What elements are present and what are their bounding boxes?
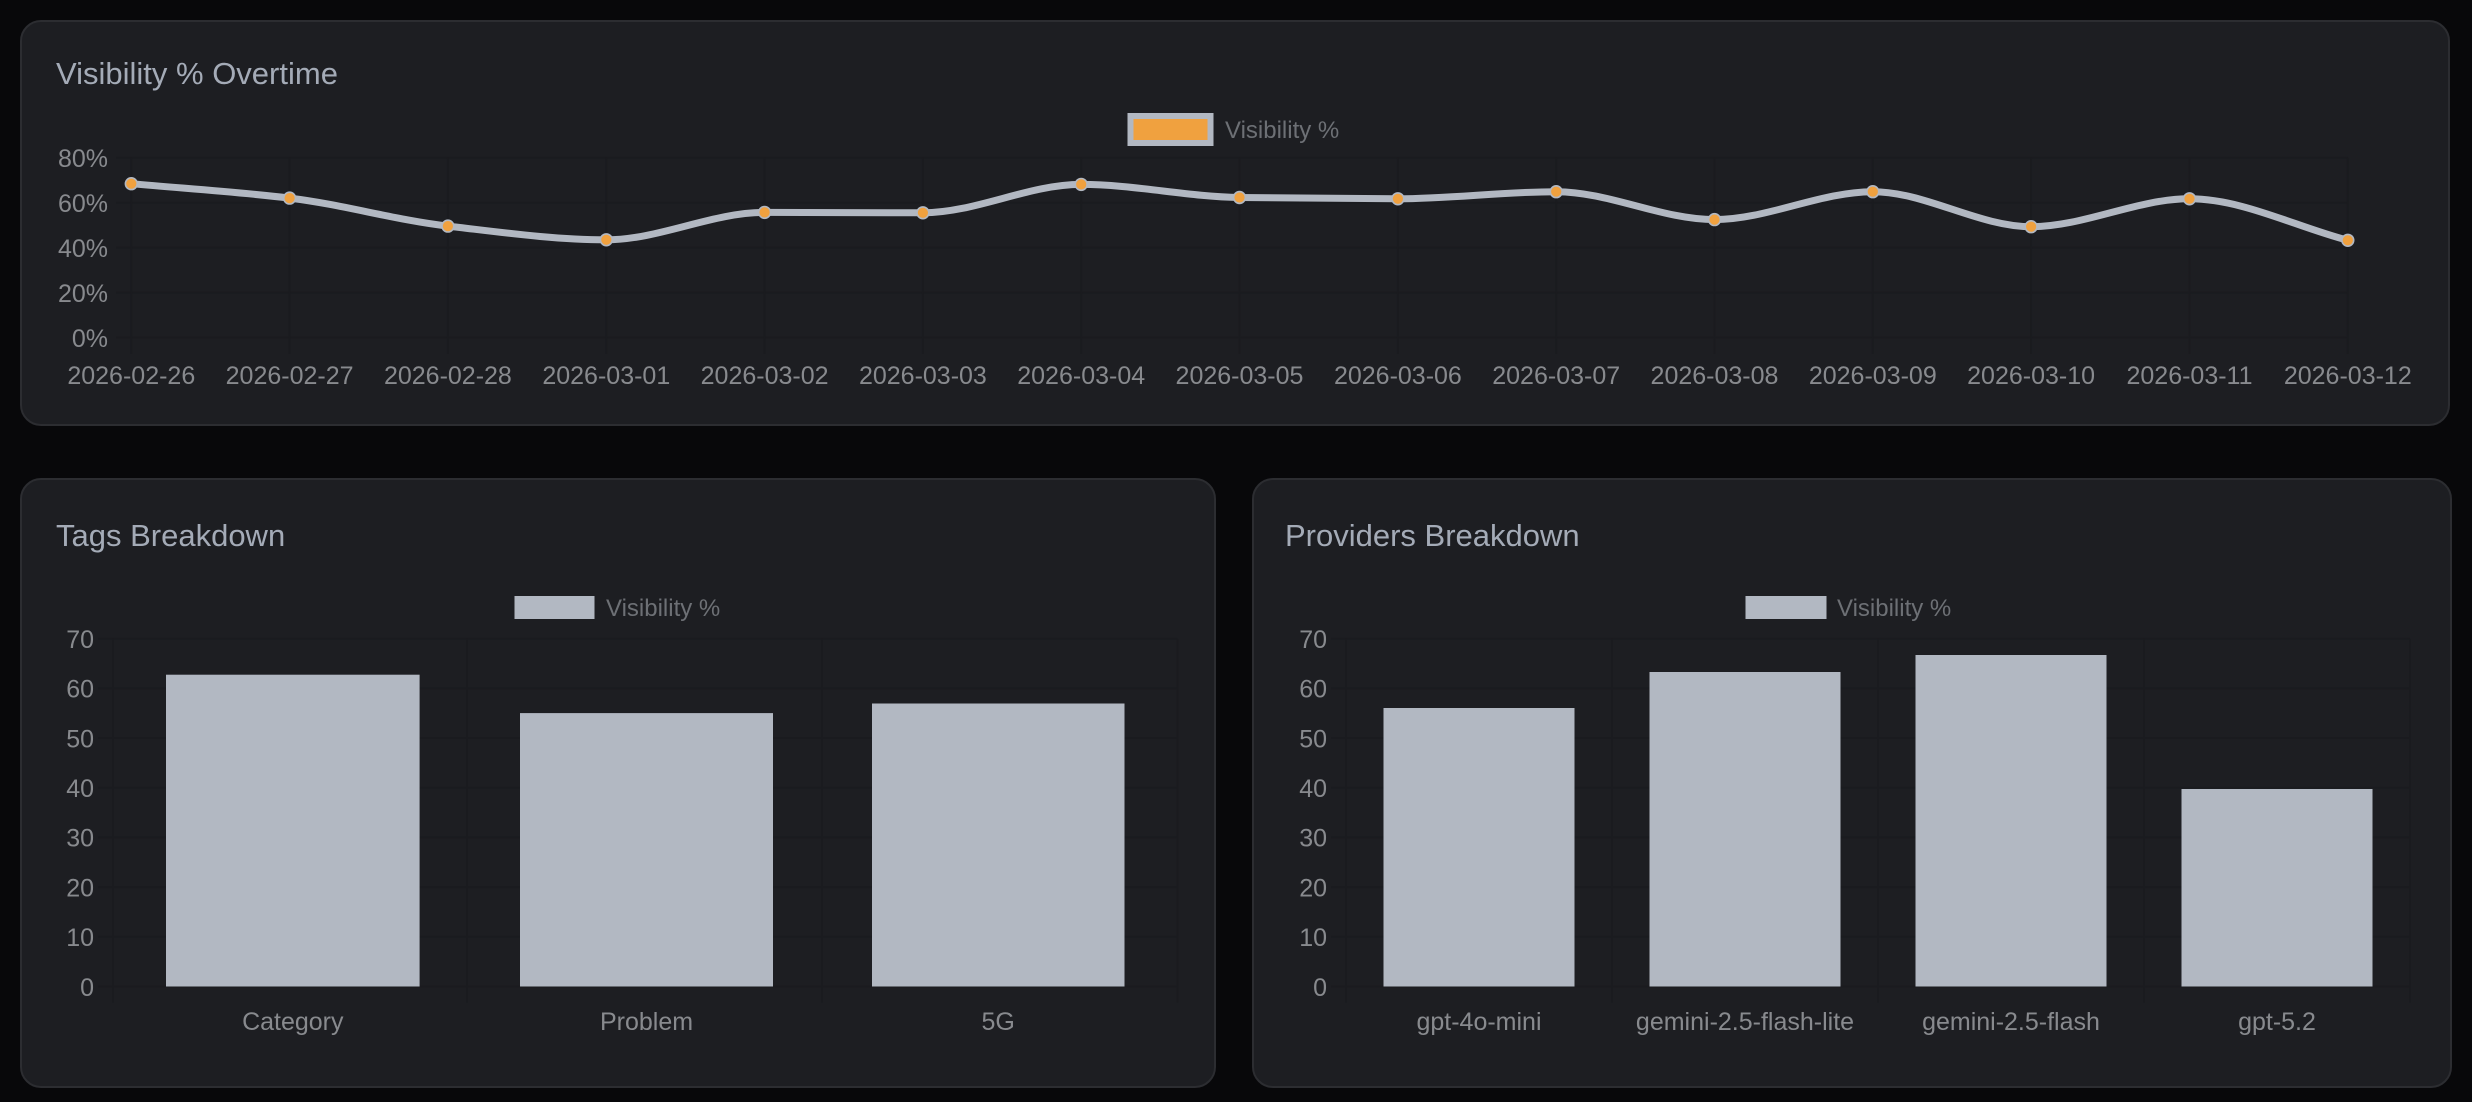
svg-text:gemini-2.5-flash: gemini-2.5-flash	[1922, 1008, 2100, 1036]
svg-text:60: 60	[66, 676, 94, 704]
svg-text:2026-03-01: 2026-03-01	[542, 362, 670, 390]
svg-text:Providers Breakdown: Providers Breakdown	[1285, 518, 1580, 553]
svg-text:Tags Breakdown: Tags Breakdown	[56, 518, 285, 553]
svg-text:40: 40	[66, 775, 94, 803]
svg-text:30: 30	[1299, 825, 1327, 853]
svg-text:2026-03-10: 2026-03-10	[1967, 362, 2095, 390]
svg-text:Visibility %: Visibility %	[606, 595, 720, 622]
svg-text:70: 70	[66, 626, 94, 654]
svg-text:2026-03-09: 2026-03-09	[1809, 362, 1937, 390]
svg-text:2026-03-08: 2026-03-08	[1651, 362, 1779, 390]
svg-text:2026-02-28: 2026-02-28	[384, 362, 512, 390]
svg-text:80%: 80%	[58, 145, 108, 173]
svg-text:gpt-4o-mini: gpt-4o-mini	[1416, 1008, 1541, 1036]
svg-text:2026-02-26: 2026-02-26	[67, 362, 195, 390]
svg-text:Visibility %: Visibility %	[1225, 117, 1339, 144]
svg-text:Problem: Problem	[600, 1008, 693, 1036]
svg-text:2026-03-05: 2026-03-05	[1176, 362, 1304, 390]
svg-text:20: 20	[66, 874, 94, 902]
svg-text:gpt-5.2: gpt-5.2	[2238, 1008, 2316, 1036]
svg-text:0: 0	[80, 974, 94, 1002]
svg-text:70: 70	[1299, 626, 1327, 654]
svg-text:60: 60	[1299, 676, 1327, 704]
svg-text:0: 0	[1313, 974, 1327, 1002]
svg-text:40%: 40%	[58, 235, 108, 263]
svg-text:40: 40	[1299, 775, 1327, 803]
svg-text:10: 10	[66, 924, 94, 952]
svg-text:50: 50	[66, 725, 94, 753]
svg-text:0%: 0%	[72, 325, 108, 353]
svg-text:2026-02-27: 2026-02-27	[226, 362, 354, 390]
svg-text:5G: 5G	[982, 1008, 1015, 1036]
svg-text:gemini-2.5-flash-lite: gemini-2.5-flash-lite	[1636, 1008, 1854, 1036]
svg-text:2026-03-03: 2026-03-03	[859, 362, 987, 390]
svg-text:50: 50	[1299, 725, 1327, 753]
svg-text:2026-03-04: 2026-03-04	[1017, 362, 1145, 390]
svg-text:60%: 60%	[58, 190, 108, 218]
svg-text:Visibility %: Visibility %	[1837, 595, 1951, 622]
svg-text:2026-03-11: 2026-03-11	[2126, 362, 2252, 390]
svg-text:30: 30	[66, 825, 94, 853]
svg-text:Category: Category	[242, 1008, 344, 1036]
svg-text:2026-03-06: 2026-03-06	[1334, 362, 1462, 390]
svg-text:20: 20	[1299, 874, 1327, 902]
svg-text:20%: 20%	[58, 280, 108, 308]
svg-text:2026-03-12: 2026-03-12	[2284, 362, 2412, 390]
svg-text:Visibility % Overtime: Visibility % Overtime	[56, 56, 338, 91]
svg-text:2026-03-02: 2026-03-02	[701, 362, 829, 390]
svg-text:10: 10	[1299, 924, 1327, 952]
svg-text:2026-03-07: 2026-03-07	[1492, 362, 1620, 390]
